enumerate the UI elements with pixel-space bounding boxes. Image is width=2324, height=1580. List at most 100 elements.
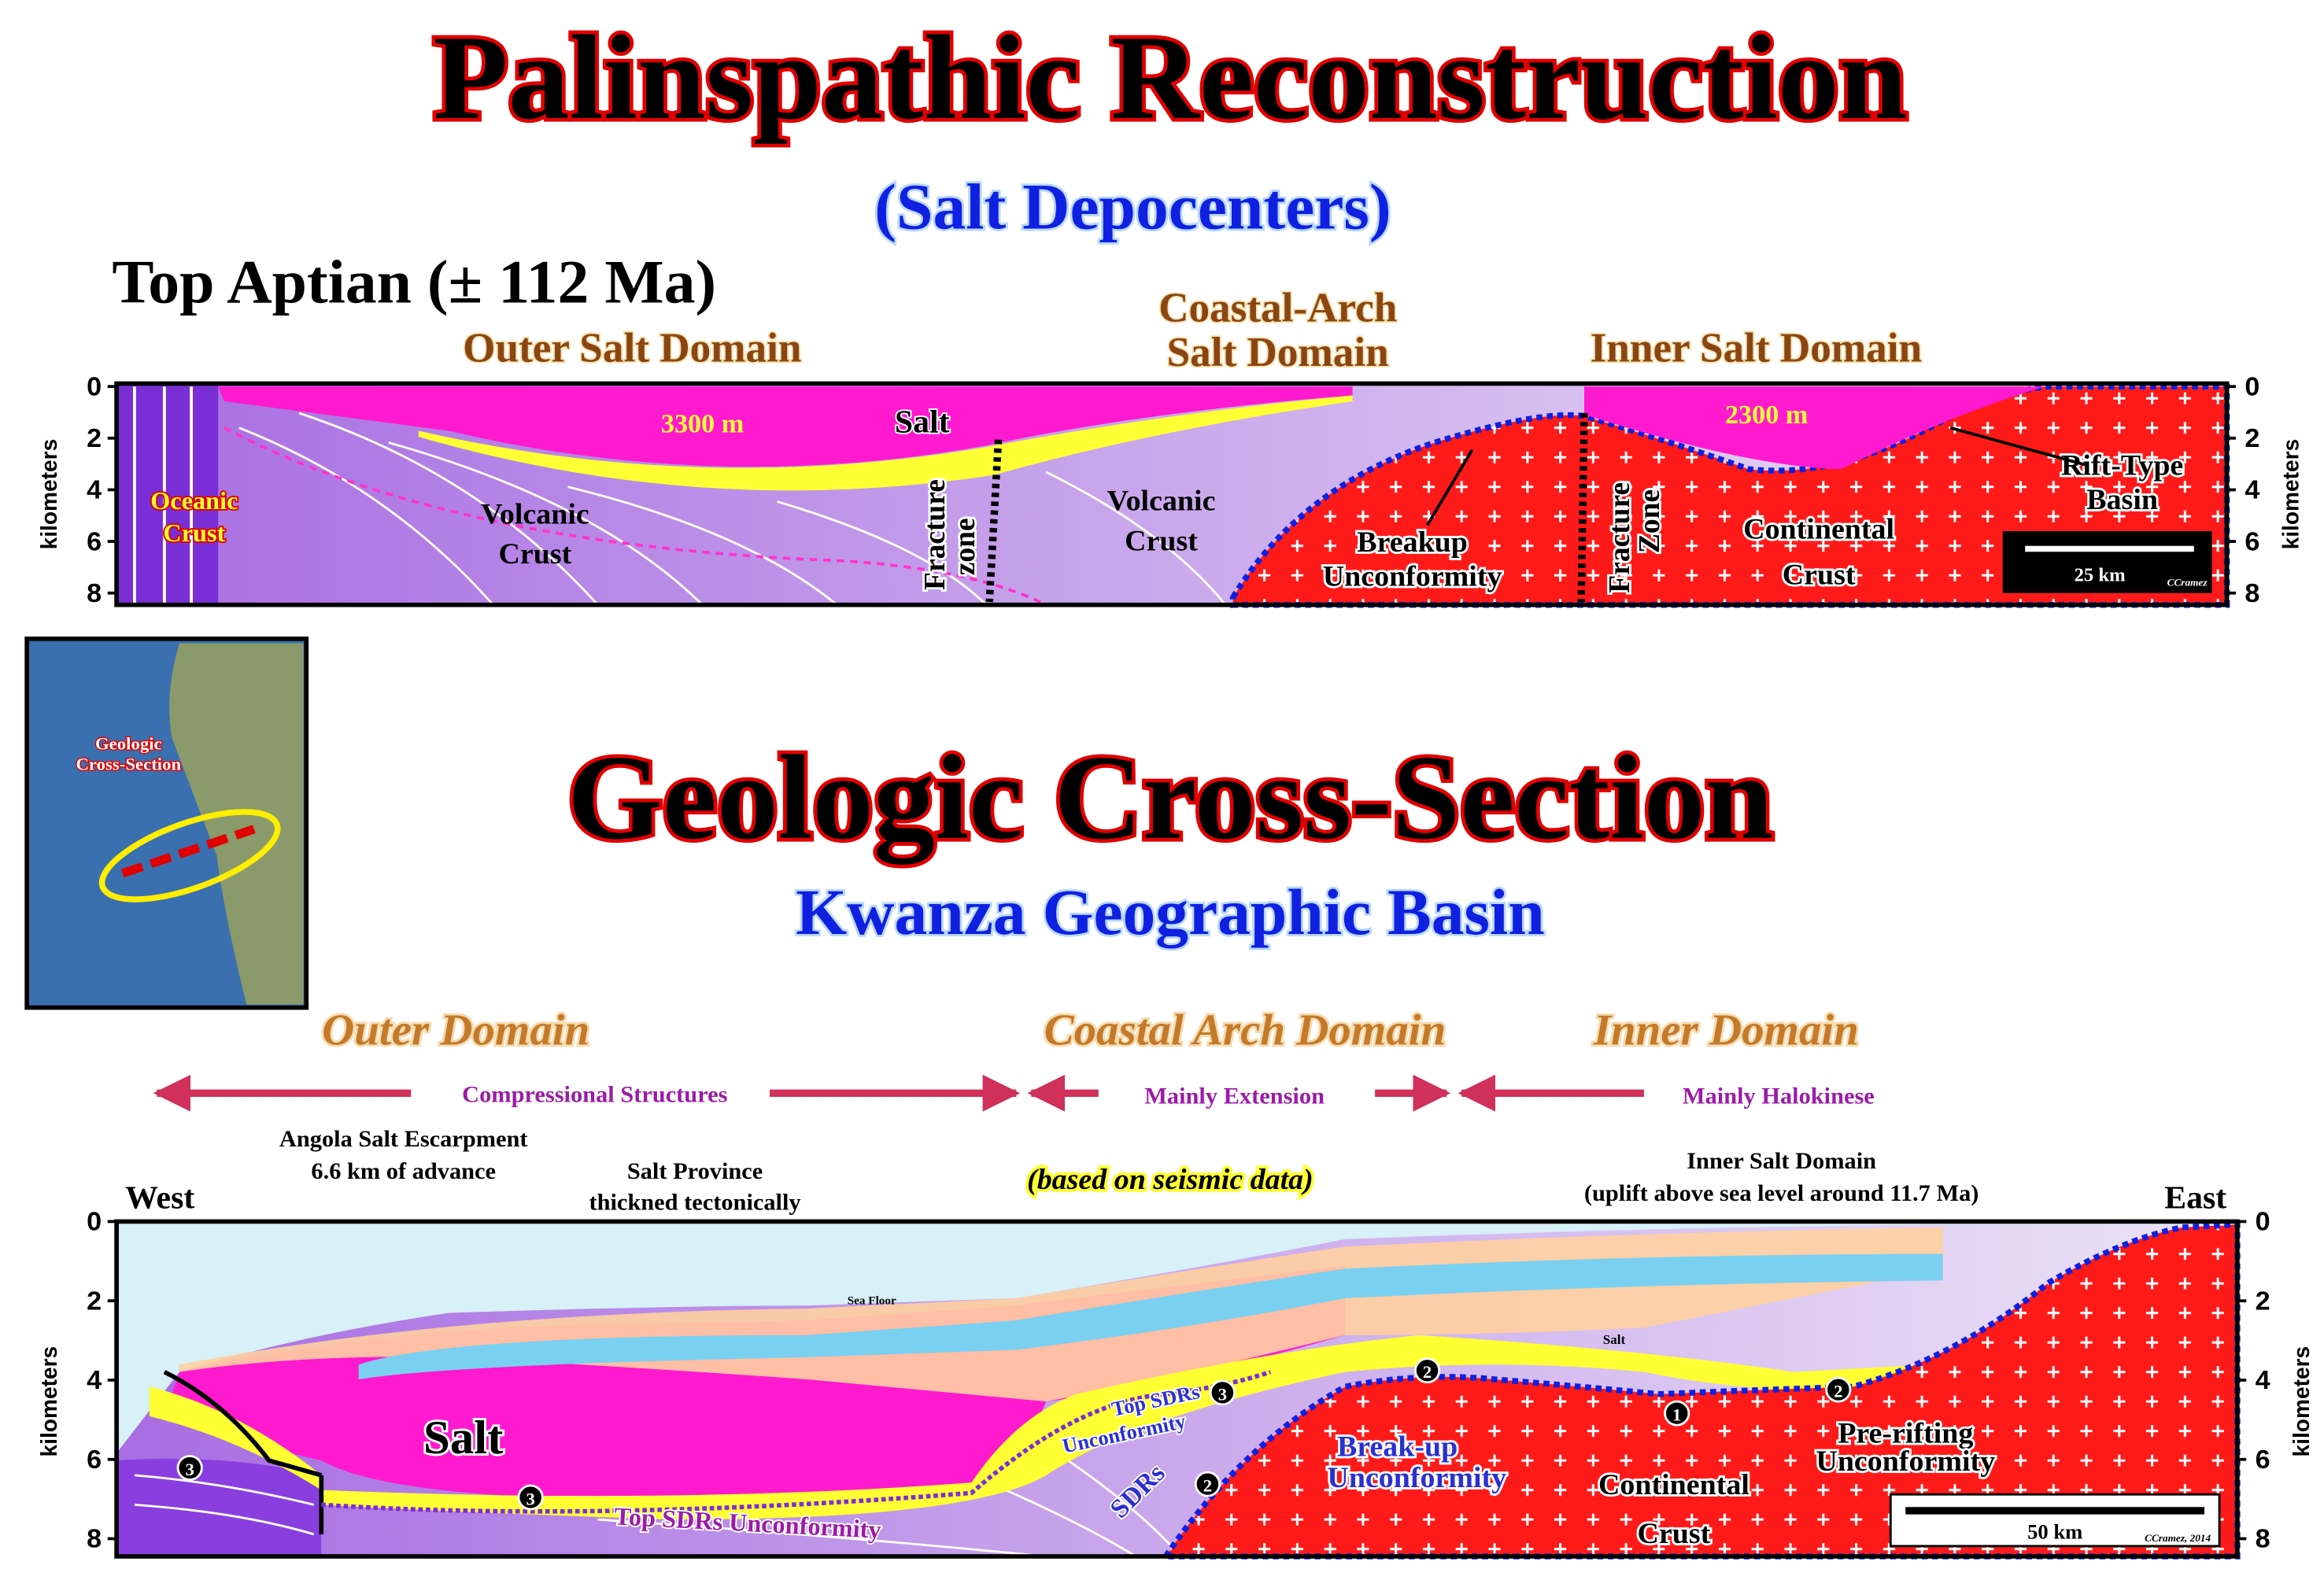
label: Fracture: [918, 479, 951, 590]
leader: [1425, 449, 1474, 526]
leader: [1949, 426, 2086, 467]
label: Unconformity: [1323, 560, 1502, 593]
label: Salt: [1603, 1332, 1626, 1347]
unconformity: [321, 1369, 1272, 1514]
marker-label: 2: [1423, 1362, 1432, 1382]
y-tick-label: 4: [2245, 475, 2259, 505]
west-label: West: [125, 1179, 194, 1216]
escarpment: [163, 1370, 323, 1478]
marker-label: 3: [526, 1490, 534, 1509]
frame: [114, 1219, 2240, 1559]
scale-bar: [2002, 530, 2212, 593]
marker: [176, 1455, 203, 1481]
scale-label: 25 km: [2075, 565, 2126, 586]
y-tick-label: 6: [87, 527, 102, 557]
label: Pre-rifting: [1838, 1417, 1973, 1450]
y-tick-label: 8: [2256, 1524, 2270, 1554]
label: Basin: [2086, 483, 2158, 516]
label: Volcanic: [481, 498, 589, 531]
domain-label: Inner Domain: [1593, 1006, 1859, 1055]
label: Rift-Type: [2061, 449, 2183, 482]
markers: 1 2 2 2 3 3 3: [176, 1357, 1852, 1511]
y-tick-label: 8: [2245, 578, 2259, 608]
y-tick-label: 4: [87, 1365, 102, 1395]
marker-label: 2: [1834, 1382, 1842, 1401]
age-label: Top Aptian (± 112 Ma): [112, 248, 716, 316]
land: [169, 643, 304, 1005]
domain-label: Coastal-Arch: [1158, 286, 1397, 331]
subtitle: (Salt Depocenters): [874, 171, 1391, 242]
bottom-section: 50 km CCramez, 2014 Sea Floor Salt Salt …: [114, 1219, 2241, 1560]
marker-label: 3: [1218, 1384, 1227, 1404]
top-section: 25 km CCramez 3300 m Salt 2300 m Oceanic…: [114, 381, 2230, 608]
credit: CCramez: [2167, 576, 2208, 588]
note: (uplift above sea level around 11.7 Ma): [1584, 1179, 1979, 1206]
axis-label: kilometers: [2289, 1346, 2314, 1457]
regime-label: Mainly Halokinese: [1683, 1083, 1875, 1109]
label: Breakup: [1357, 526, 1468, 559]
map-inset: Geologic Cross-Section: [24, 637, 309, 1010]
area: [98, 809, 281, 903]
label: Continental: [1598, 1468, 1749, 1501]
flows: [134, 1445, 1182, 1558]
y-tick-label: 4: [87, 475, 102, 505]
label: Break-up: [1337, 1430, 1458, 1464]
label: Crust: [1783, 559, 1856, 592]
marker-label: 1: [1672, 1405, 1681, 1425]
marker: [1194, 1471, 1221, 1497]
label: Unconformity: [1816, 1445, 1995, 1478]
axis-label: kilometers: [36, 1346, 61, 1457]
label: Fracture: [1603, 482, 1636, 593]
yellow-layer: [321, 1283, 2078, 1520]
domain-label: Outer Domain: [322, 1006, 589, 1055]
oceanic-crust: [116, 1458, 322, 1557]
y-tick-label: 2: [2256, 1287, 2270, 1316]
continental-crust: [1160, 1221, 2241, 1560]
east-label: East: [2164, 1179, 2226, 1216]
inner-salt: [1583, 386, 2045, 470]
y-tick-label: 2: [2245, 423, 2259, 453]
y-tick-label: 6: [87, 1445, 102, 1475]
label: Volcanic: [1107, 485, 1216, 518]
section-line: [120, 825, 256, 878]
label: Sea Floor: [848, 1294, 896, 1307]
depth-axes: 0 0 2 2 4 4 6 6 8 8 kilometers kilometers 0 0 2 2 4 4 6 6 8 8…: [36, 372, 2314, 1554]
label: Zone: [1633, 489, 1666, 553]
y-tick-label: 2: [87, 423, 102, 453]
y-tick-label: 2: [87, 1287, 102, 1316]
salt-label: Salt: [895, 404, 950, 440]
marker: [517, 1484, 544, 1511]
marker-label: 2: [1203, 1476, 1212, 1496]
marker: [1825, 1376, 1852, 1403]
marker: [1209, 1379, 1236, 1406]
note: Inner Salt Domain: [1687, 1147, 1876, 1174]
salt: [218, 386, 1353, 467]
section-subtitle: Kwanza Geographic Basin: [796, 876, 1545, 947]
frame: [114, 381, 2230, 607]
domain-label: Salt Domain: [1167, 330, 1389, 375]
main-title: Palinspathic Reconstruction: [434, 11, 1908, 145]
regime-label: Compressional Structures: [462, 1081, 728, 1108]
thickness: 3300 m: [661, 410, 744, 439]
marker-label: 3: [185, 1460, 194, 1479]
note: (based on seismic data): [1027, 1163, 1313, 1196]
label: Crust: [498, 537, 571, 570]
map-label: Cross-Section: [76, 755, 181, 774]
regime-label: Mainly Extension: [1144, 1083, 1325, 1109]
scale-label: 50 km: [2027, 1520, 2082, 1544]
note: Angola Salt Escarpment: [279, 1125, 528, 1152]
y-tick-label: 0: [87, 372, 102, 402]
boundary: [223, 426, 1047, 607]
domain-label: Coastal Arch Domain: [1044, 1006, 1446, 1055]
label: Crust: [1125, 525, 1198, 558]
map-label: Geologic: [95, 734, 162, 754]
y-tick-label: 6: [2256, 1445, 2270, 1475]
marker: [1413, 1357, 1441, 1384]
domain-label: Outer Salt Domain: [463, 326, 801, 371]
y-tick-label: 4: [2256, 1365, 2270, 1395]
label: Oceanic: [150, 486, 238, 515]
thickness: 2300 m: [1725, 401, 1808, 430]
marker: [1664, 1400, 1690, 1427]
note: Salt Province: [627, 1157, 763, 1184]
